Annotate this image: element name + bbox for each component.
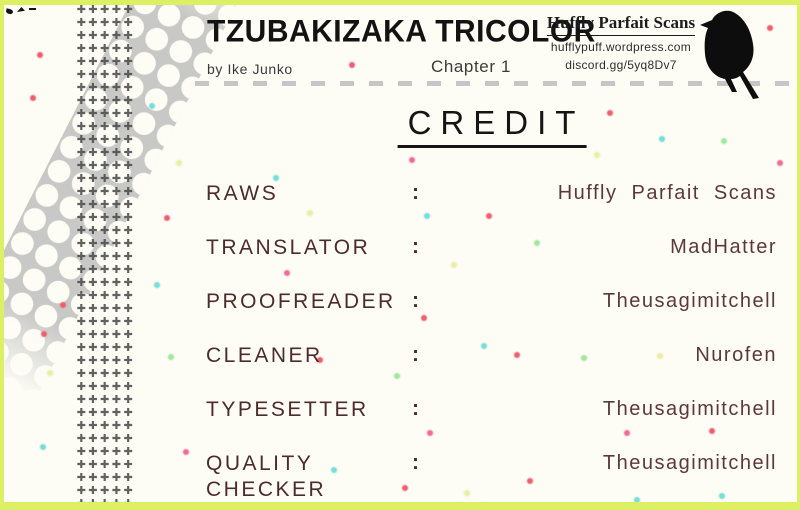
confetti-dot [607,110,613,116]
credit-rows: RAWS : Huffly Parfait Scans TRANSLATOR :… [206,181,777,502]
confetti-dot [514,352,520,358]
confetti-dot [402,485,408,491]
credit-role-label: CLEANER [206,344,323,367]
credit-person-name: Theusagimitchell [602,452,777,474]
credit-person-name: Theusagimitchell [602,398,777,420]
scan-group-discord: discord.gg/5yq8Dv7 [565,58,677,72]
confetti-dot [149,103,155,109]
confetti-dot [176,160,182,166]
credit-colon: : [412,235,419,258]
confetti-dot [37,52,43,58]
confetti-dot [721,138,727,144]
confetti-dot [659,136,665,142]
confetti-dot [168,354,174,360]
credit-role-label: PROOFREADER [206,290,396,313]
confetti-dot [634,497,640,502]
confetti-dot [427,430,433,436]
confetti-dot [421,315,427,321]
credit-row: PROOFREADER : Theusagimitchell [206,289,777,313]
series-header: TZUBAKIZAKA TRICOLOR by Ike Junko Chapte… [207,14,596,77]
confetti-dot [317,357,323,363]
confetti-dot [464,490,470,496]
confetti-dot [767,25,773,31]
credit-colon: : [412,181,419,204]
confetti-dot [47,370,53,376]
confetti-dot [154,282,160,288]
confetti-dot [534,240,540,246]
cross-ribbon-pattern: ✚✚✚✚✚✚✚✚✚✚✚✚✚✚✚✚✚✚✚✚✚✚✚✚✚✚✚✚✚✚✚✚✚✚✚✚✚✚✚✚… [76,3,136,504]
credit-row: TRANSLATOR : MadHatter [206,235,777,259]
confetti-dot [183,449,189,455]
credit-person-name: Nurofen [695,344,777,366]
confetti-dot [481,343,487,349]
scan-group-name: Huffly Parfait Scans [546,13,696,36]
confetti-dot [394,373,400,379]
credit-heading: CREDIT [397,104,587,148]
credit-row: TYPESETTER : Theusagimitchell [206,397,777,421]
scan-group-website: hufflypuff.wordpress.com [550,40,692,54]
confetti-dot [273,175,279,181]
confetti-dot [594,152,600,158]
credit-role-label: TRANSLATOR [206,236,371,259]
confetti-dot [581,355,587,361]
confetti-dot [409,157,415,163]
corner-bird-speck [29,8,36,10]
credit-colon: : [412,451,419,474]
credit-colon: : [412,397,419,420]
confetti-dot [349,62,355,68]
confetti-dot [709,428,715,434]
confetti-dot [284,270,290,276]
corner-bird-speck [17,7,25,12]
scan-group-block: Huffly Parfait Scans hufflypuff.wordpres… [540,13,702,72]
confetti-dot [527,478,533,484]
bird-silhouette-icon [700,10,759,100]
credit-role-label: TYPESETTER [206,398,369,421]
credit-colon: : [412,289,419,312]
confetti-dot [307,210,313,216]
series-title: TZUBAKIZAKA TRICOLOR [207,14,596,49]
confetti-dot [424,213,430,219]
credit-row: CLEANER : Nurofen [206,343,777,367]
confetti-dot [777,160,783,166]
credit-row: QUALITY CHECKER : Theusagimitchell [206,451,777,501]
confetti-dot [719,493,725,499]
credit-colon: : [412,343,419,366]
confetti-dot [30,95,36,101]
confetti-dot [657,353,663,359]
credit-role-label: QUALITY CHECKER [206,452,327,501]
credit-person-name: MadHatter [670,236,777,258]
confetti-dot [41,331,47,337]
credit-person-name: Huffly Parfait Scans [557,182,777,204]
confetti-dot [331,467,337,473]
corner-bird-speck [5,8,14,15]
confetti-dot [40,444,46,450]
confetti-dot [624,430,630,436]
confetti-dot [164,215,170,221]
credit-person-name: Theusagimitchell [602,290,777,312]
credit-row: RAWS : Huffly Parfait Scans [206,181,777,205]
credit-role-label: RAWS [206,182,279,205]
dashed-divider [195,81,793,86]
confetti-dot [486,213,492,219]
confetti-dot [60,302,66,308]
chapter-label: Chapter 1 [430,57,511,76]
series-author: by Ike Junko [207,61,293,77]
confetti-dot [451,262,457,268]
